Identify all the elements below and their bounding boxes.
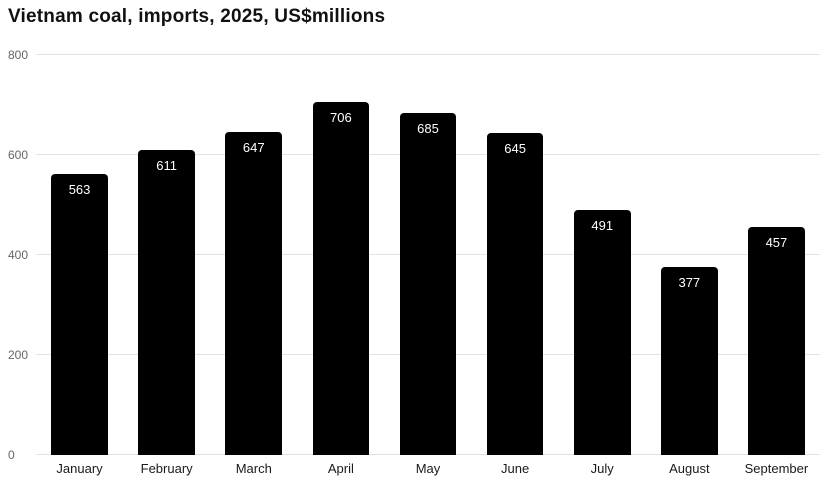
bar-value-march: 647 — [242, 139, 265, 155]
bar-value-june: 645 — [504, 140, 526, 156]
x-axis-label-january: January — [56, 461, 103, 476]
y-axis-label-200: 200 — [8, 348, 29, 362]
bar-value-february: 611 — [156, 157, 178, 173]
y-axis-label-0: 0 — [8, 448, 15, 462]
bar-value-august: 377 — [678, 274, 701, 290]
gridline-800 — [36, 54, 820, 55]
bar-march: 647 — [225, 131, 283, 455]
x-axis-label-august: August — [669, 461, 710, 476]
x-axis-label-june: June — [501, 461, 530, 476]
x-axis-label-march: March — [235, 461, 272, 476]
bar-value-september: 457 — [765, 234, 788, 250]
x-axis-label-september: September — [744, 461, 809, 476]
bar-may: 685 — [399, 112, 457, 455]
bar-slot-july: 491 — [559, 55, 646, 455]
x-axis-label-july: July — [590, 461, 614, 476]
bar-slot-february: 611 — [123, 55, 210, 455]
bar-slot-august: 377 — [646, 55, 733, 455]
bar-february: 611 — [138, 149, 195, 455]
bar-august: 377 — [661, 266, 718, 455]
bar-value-april: 706 — [330, 110, 352, 125]
y-axis-label-400: 400 — [8, 248, 29, 262]
x-axis-label-may: May — [415, 461, 441, 476]
bar-value-january: 563 — [68, 181, 91, 197]
bar-slot-september: 457 — [733, 55, 820, 455]
bar-july: 491 — [573, 209, 631, 455]
bar-value-may: 685 — [417, 120, 439, 136]
x-axis: January February March April May June July Augu… — [36, 461, 820, 476]
bar-april: 706 — [312, 102, 370, 455]
bar-slot-april: 706 — [297, 55, 384, 455]
chart-title: Vietnam coal, imports, 2025, US$millions — [8, 6, 386, 27]
chart-bars: 563 611 647 706 685 645 491 377 457 — [36, 55, 820, 455]
bar-slot-march: 647 — [210, 55, 297, 455]
bar-june: 645 — [486, 132, 544, 455]
bar-slot-january: 563 — [36, 55, 123, 455]
y-axis-label-800: 800 — [8, 48, 29, 62]
x-axis-label-april: April — [327, 461, 354, 476]
x-axis-label-february: February — [140, 461, 193, 476]
bar-slot-may: 685 — [384, 55, 471, 455]
bar-january: 563 — [51, 173, 108, 455]
bar-september: 457 — [748, 226, 805, 455]
bar-slot-june: 645 — [472, 55, 559, 455]
bar-value-july: 491 — [591, 217, 614, 233]
y-axis-label-600: 600 — [8, 148, 29, 162]
